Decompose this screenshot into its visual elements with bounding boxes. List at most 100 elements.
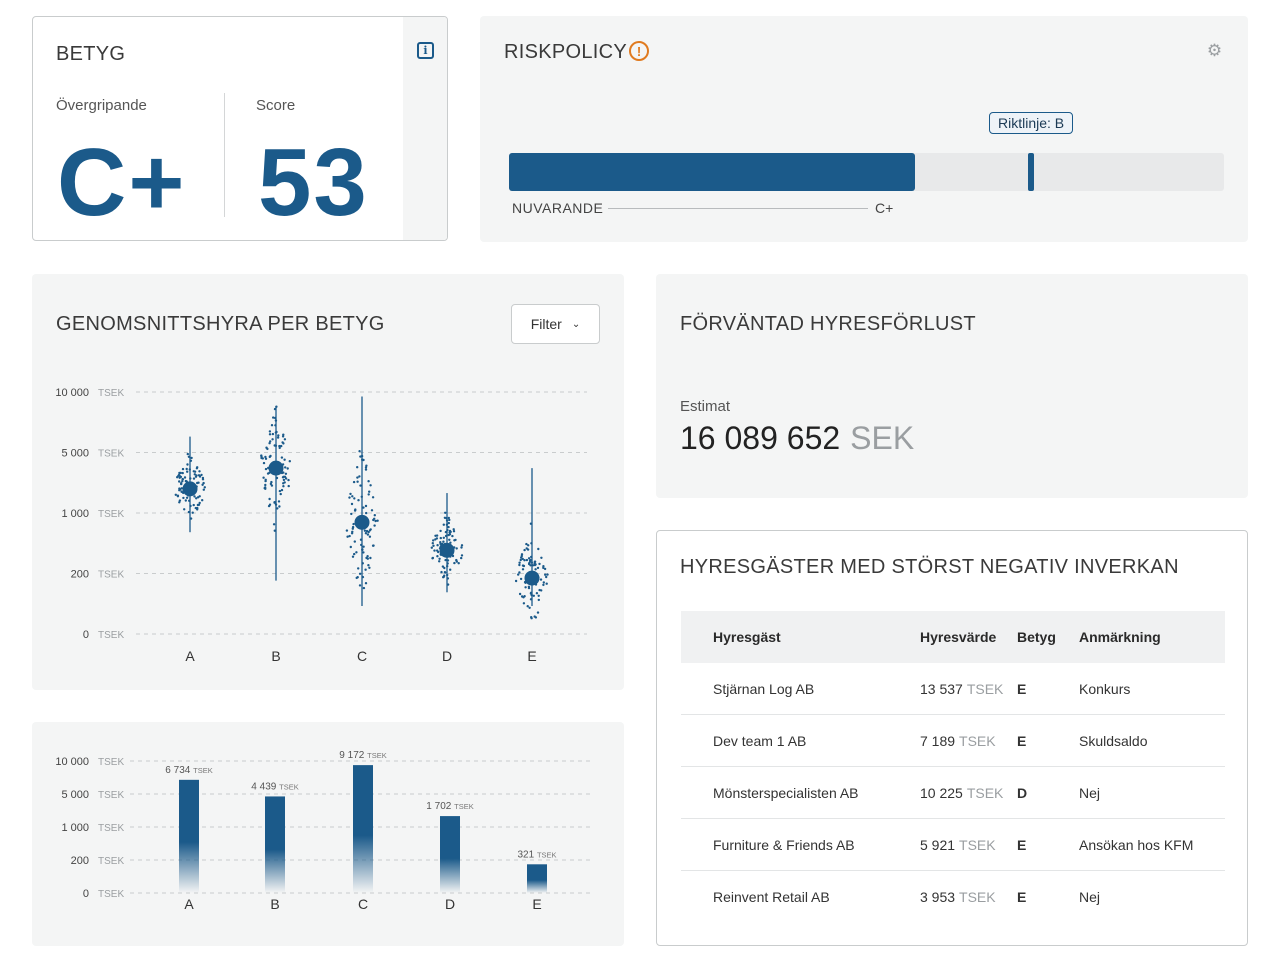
data-point (360, 495, 363, 498)
column-header-tenant[interactable]: Hyresgäst (713, 629, 781, 645)
column-header-grade[interactable]: Betyg (1017, 629, 1056, 645)
tenant-value-unit: TSEK (959, 733, 996, 749)
table-row[interactable]: Dev team 1 AB 7 189 TSEK E Skuldsaldo (681, 715, 1225, 767)
data-point (353, 552, 356, 556)
risk-progress-fill (509, 153, 916, 191)
column-header-remark[interactable]: Anmärkning (1079, 629, 1161, 645)
data-point (545, 582, 548, 585)
betyg-side-panel (403, 17, 447, 240)
data-point (368, 566, 371, 569)
data-point (187, 510, 191, 514)
info-icon[interactable]: i (417, 42, 434, 59)
data-point (517, 573, 520, 576)
bar-value-unit: TSEK (454, 802, 474, 811)
data-point (430, 546, 433, 549)
gear-icon[interactable]: ⚙ (1206, 41, 1223, 60)
data-point (442, 536, 445, 539)
data-point (365, 556, 368, 560)
column-header-value[interactable]: Hyresvärde (920, 629, 997, 645)
table-row[interactable]: Stjärnan Log AB 13 537 TSEK E Konkurs (681, 663, 1225, 715)
tenant-value-number: 5 921 (920, 837, 956, 853)
x-tick-label: B (271, 648, 280, 664)
table-row[interactable]: Mönsterspecialisten AB 10 225 TSEK D Nej (681, 767, 1225, 819)
data-point (287, 478, 290, 482)
data-point (373, 514, 376, 517)
data-point (366, 533, 370, 536)
data-point (538, 562, 541, 566)
estimate-unit: SEK (850, 420, 915, 456)
data-point (364, 582, 368, 585)
data-point (264, 478, 267, 481)
y-tick-label: 1 000 (61, 508, 89, 520)
data-point (273, 501, 276, 504)
data-point (525, 542, 528, 546)
y-tick-unit: TSEK (98, 757, 124, 768)
tenant-value-unit: TSEK (966, 785, 1004, 801)
data-point (273, 444, 276, 447)
data-point (439, 542, 442, 546)
data-point (278, 505, 281, 508)
bar (440, 816, 460, 893)
tenant-value: 10 225 TSEK (920, 767, 1003, 819)
data-point (274, 431, 278, 434)
data-point (282, 442, 285, 445)
data-point (196, 481, 199, 485)
data-point (535, 592, 539, 595)
data-point (272, 523, 276, 526)
data-point (452, 528, 455, 531)
data-point (193, 473, 196, 476)
data-point (438, 560, 441, 563)
data-point (351, 555, 355, 558)
table-row[interactable]: Furniture & Friends AB 5 921 TSEK E Ansökan … (681, 819, 1225, 871)
expected-loss-title: FÖRVÄNTAD HYRESFÖRLUST (680, 313, 976, 335)
data-point (273, 529, 276, 532)
data-point (179, 471, 182, 475)
data-point (287, 484, 290, 488)
data-point (367, 480, 370, 483)
data-point (367, 564, 370, 567)
data-point (278, 444, 281, 448)
data-point (540, 556, 543, 559)
data-point (542, 566, 545, 570)
data-point (532, 594, 535, 597)
x-tick-label: C (357, 648, 367, 664)
data-point (364, 532, 368, 535)
data-point (189, 459, 193, 462)
y-tick-unit: TSEK (98, 570, 124, 581)
data-point (282, 485, 285, 488)
data-point (353, 497, 356, 500)
warning-icon[interactable]: ! (629, 41, 649, 61)
data-point (362, 551, 365, 554)
data-point (274, 424, 277, 427)
data-point (539, 578, 543, 581)
data-point (447, 525, 450, 529)
data-point (346, 535, 349, 538)
bar-value-unit: TSEK (279, 782, 299, 791)
data-point (521, 568, 525, 571)
data-point (352, 522, 355, 526)
data-point (518, 571, 521, 574)
data-point (349, 545, 352, 549)
data-point (355, 576, 358, 580)
table-row[interactable]: Reinvent Retail AB 3 953 TSEK E Nej (681, 871, 1225, 923)
data-point (514, 579, 518, 583)
data-point (196, 496, 200, 499)
data-point (364, 504, 368, 508)
data-point (189, 517, 193, 520)
data-point (362, 545, 365, 548)
y-tick-unit: TSEK (98, 889, 124, 900)
current-value: C+ (875, 200, 894, 216)
data-point (449, 530, 452, 534)
x-tick-label: D (442, 648, 452, 664)
data-point (358, 584, 362, 587)
data-point (460, 546, 463, 549)
data-point (361, 562, 364, 565)
tenant-name: Stjärnan Log AB (713, 681, 815, 697)
data-point (444, 534, 448, 538)
data-point (350, 512, 353, 516)
betyg-card: BETYG i Övergripande C+ Score 53 (32, 16, 448, 241)
data-point (445, 517, 448, 520)
filter-button[interactable]: Filter ⌄ (511, 304, 600, 344)
data-point (283, 458, 286, 461)
tenants-title: HYRESGÄSTER MED STÖRST NEGATIV INVERKAN (680, 556, 1179, 578)
